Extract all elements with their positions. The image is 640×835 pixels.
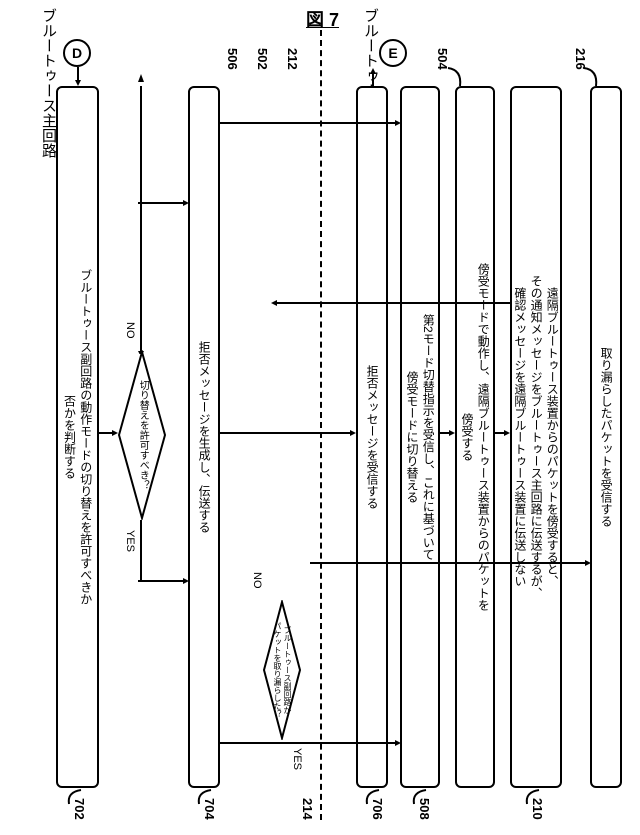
box-504: 傍受モードで動作し、遠隔ブルートゥース装置からのパケットを 傍受する: [455, 86, 495, 788]
box-702-text: ブルートゥース副回路の動作モードの切り替えを許可すべきか 否かを判断する: [59, 263, 95, 611]
start-d-label: D: [72, 45, 82, 61]
edge-yes-2: YES: [291, 748, 303, 770]
arrow-icon: [138, 578, 190, 584]
callout-arc-icon: [363, 788, 381, 806]
arrow-icon: [495, 430, 511, 436]
arrow-icon: [75, 67, 81, 87]
callout-arc-icon: [523, 788, 541, 806]
callout-212: 212: [285, 48, 300, 70]
arrow-icon: [99, 430, 119, 436]
arrow-icon: [310, 560, 592, 566]
callout-506: 506: [225, 48, 240, 70]
callout-214: 214: [300, 798, 315, 820]
box-210-text: 遠隔ブルートゥース装置からのパケットを傍受すると、 その通知メッセージをブルート…: [510, 269, 563, 605]
box-704: 拒否メッセージを生成し、伝送する: [188, 86, 220, 788]
arrow-icon: [440, 430, 456, 436]
arrow-line-icon: [138, 200, 144, 354]
callout-arc-icon: [446, 66, 464, 88]
arrow-icon: [220, 120, 402, 126]
callout-502: 502: [255, 48, 270, 70]
arrow-icon: [219, 430, 357, 436]
box-702: ブルートゥース副回路の動作モードの切り替えを許可すべきか 否かを判断する: [56, 86, 99, 788]
box-216-text: 取り漏らしたパケットを受信する: [596, 341, 616, 533]
box-706: 拒否メッセージを受信する: [356, 86, 388, 788]
arrow-icon: [370, 67, 376, 87]
decision-allow: 切り替えを許可すべき？: [117, 350, 167, 520]
arrow-icon: [220, 740, 402, 746]
decision-missed: ブルートゥース副回路が パケットを取り漏らした？: [262, 600, 302, 740]
box-706-text: 拒否メッセージを受信する: [362, 359, 382, 515]
decision-allow-text: 切り替えを許可すべき？: [136, 380, 149, 490]
edge-no-2: NO: [251, 572, 263, 589]
column-divider: [320, 30, 322, 820]
arrow-icon: [268, 300, 512, 306]
box-508-text: 第2モード切替指示を受信し、これに基づいて 傍受モードに切り替える: [402, 308, 438, 567]
start-d-circle: D: [63, 39, 91, 67]
callout-arc-icon: [410, 788, 428, 806]
decision-missed-text: ブルートゥース副回路が パケットを取り漏らした？: [272, 622, 292, 718]
arrow-icon: [138, 200, 190, 206]
box-508: 第2モード切替指示を受信し、これに基づいて 傍受モードに切り替える: [400, 86, 440, 788]
edge-no-1: NO: [124, 322, 136, 339]
figure-label: 図 7: [306, 6, 339, 32]
box-216: 取り漏らしたパケットを受信する: [590, 86, 622, 788]
edge-yes-1: YES: [124, 530, 136, 552]
arrowhead-icon: [136, 72, 146, 84]
start-e-circle: E: [379, 39, 407, 67]
callout-arc-icon: [65, 788, 83, 806]
box-210: 遠隔ブルートゥース装置からのパケットを傍受すると、 その通知メッセージをブルート…: [510, 86, 562, 788]
box-704-text: 拒否メッセージを生成し、伝送する: [194, 335, 214, 539]
callout-arc-icon: [195, 788, 213, 806]
arrow-line-icon: [138, 520, 144, 580]
start-e-label: E: [388, 45, 397, 61]
callout-arc-icon: [582, 66, 600, 88]
page: 図 7 ブルートゥース主回路 ブルートゥース副回路 D ブルートゥース副回路の動…: [0, 0, 640, 835]
